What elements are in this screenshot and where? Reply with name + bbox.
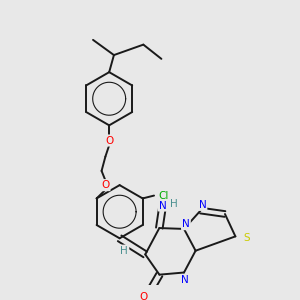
Text: O: O xyxy=(105,136,113,146)
Text: H: H xyxy=(170,199,178,208)
Text: N: N xyxy=(159,200,167,211)
Text: S: S xyxy=(244,233,250,243)
Text: N: N xyxy=(199,200,206,210)
Text: N: N xyxy=(181,275,189,285)
Text: O: O xyxy=(101,180,110,190)
Text: Cl: Cl xyxy=(158,190,169,201)
Text: O: O xyxy=(139,292,147,300)
Text: H: H xyxy=(121,246,128,256)
Text: N: N xyxy=(182,219,190,229)
